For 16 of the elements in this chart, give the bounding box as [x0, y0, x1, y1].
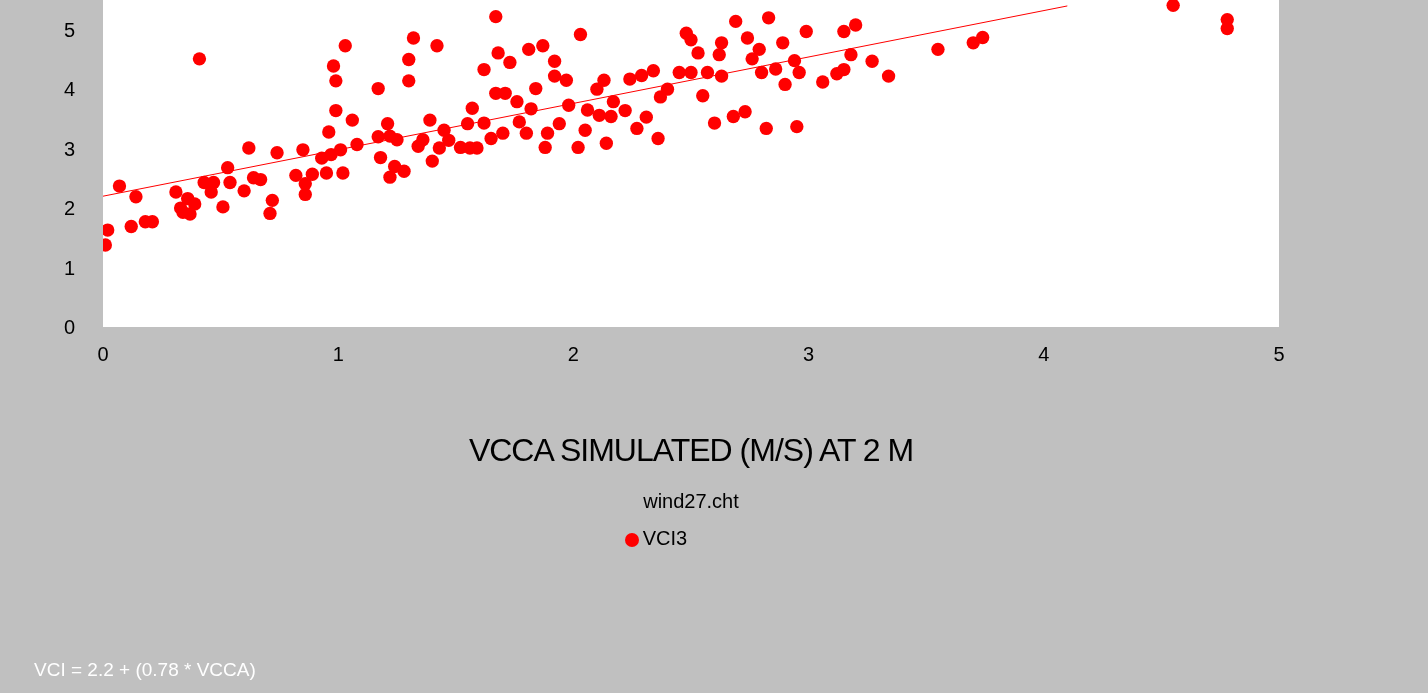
x-tick-label: 0	[97, 343, 109, 366]
y-tick-label: 5	[63, 18, 75, 41]
x-axis-title: VCCA SIMULATED (M/S) AT 2 M	[467, 432, 915, 469]
y-tick-label: 4	[63, 78, 75, 101]
y-tick-label: 1	[63, 256, 75, 279]
x-tick-label: 5	[1273, 343, 1285, 366]
text: wind27.cht	[642, 490, 740, 513]
x-tick-label: 4	[1038, 343, 1050, 366]
x-tick-label: 3	[803, 343, 815, 366]
text: VCI = 2.2 + (0.78 * VCCA)	[34, 659, 256, 681]
y-tick-label: 3	[63, 137, 75, 160]
y-tick-label: 2	[63, 197, 75, 220]
y-tick-label: 0	[63, 316, 75, 339]
x-tick-label: 1	[332, 343, 344, 366]
x-tick-label: 2	[567, 343, 579, 366]
legend-label: VCI3	[642, 527, 688, 549]
